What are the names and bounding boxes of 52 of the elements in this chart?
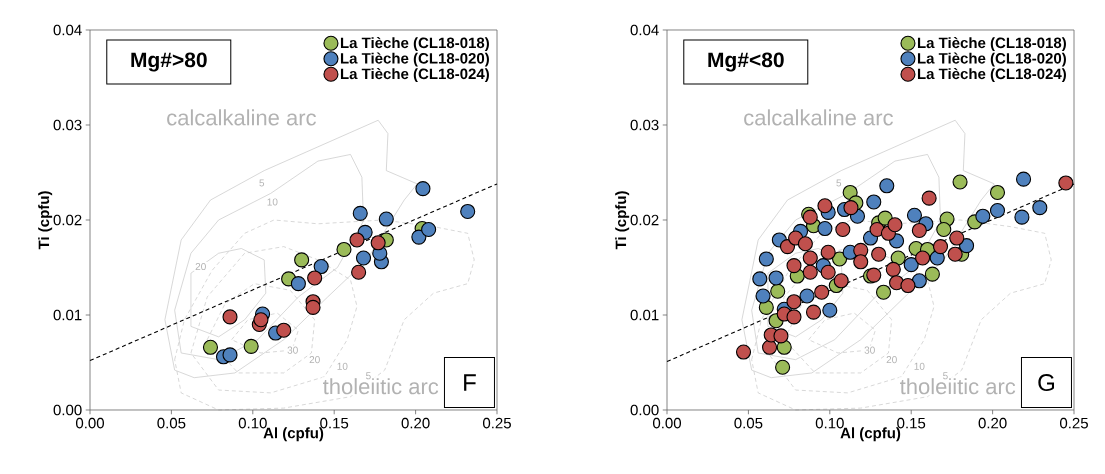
annotation: 20 — [309, 356, 320, 364]
annotation: calcalkaline arc — [167, 109, 316, 126]
y-tick-label: 0.00 — [630, 404, 659, 416]
x-tick-label: 0.15 — [897, 417, 926, 429]
y-axis-title: Ti (cpfu) — [615, 191, 630, 250]
annotation: G — [1038, 374, 1055, 392]
y-tick-label: 0.01 — [630, 309, 659, 321]
annotation: 5 — [259, 179, 265, 187]
annotation: 30 — [287, 346, 298, 354]
annotation: 5 — [836, 179, 842, 187]
x-tick-label: 0.00 — [652, 417, 682, 429]
x-tick-label: 0.25 — [482, 417, 511, 429]
x-tick-label: 0.20 — [401, 417, 430, 429]
legend-label: La Tièche (CL18-024) — [917, 68, 1066, 83]
annotation: Mg#<80 — [708, 52, 784, 72]
x-tick-label: 0.10 — [238, 417, 267, 429]
annotation: 10 — [267, 198, 278, 206]
annotation: tholeiitic arc — [323, 378, 439, 395]
x-tick-label: 0.00 — [75, 417, 104, 429]
annotation: 5 — [366, 372, 371, 380]
annotation: 10 — [337, 362, 348, 370]
annotation: 5 — [943, 372, 948, 380]
y-tick-label: 0.04 — [53, 24, 82, 36]
legend-label: La Tièche (CL18-018) — [340, 37, 489, 52]
x-tick-label: 0.05 — [734, 417, 763, 429]
y-tick-label: 0.02 — [630, 214, 659, 226]
legend-label: La Tièche (CL18-018) — [917, 37, 1066, 52]
annotation: Mg#>80 — [131, 52, 207, 72]
annotation: 20 — [195, 263, 206, 271]
y-tick-label: 0.03 — [53, 119, 82, 131]
annotation: 20 — [886, 356, 897, 364]
legend-label: La Tièche (CL18-024) — [340, 68, 489, 83]
y-tick-label: 0.02 — [53, 214, 82, 226]
x-tick-label: 0.05 — [157, 417, 186, 429]
y-tick-label: 0.04 — [630, 24, 659, 36]
x-tick-label: 0.15 — [320, 417, 349, 429]
annotation: 30 — [864, 346, 875, 354]
legend-label: La Tièche (CL18-020) — [340, 52, 489, 67]
y-tick-label: 0.00 — [53, 404, 82, 416]
annotation: calcalkaline arc — [744, 109, 893, 126]
annotation: 10 — [914, 362, 925, 370]
x-axis-title: Al (cpfu) — [840, 427, 901, 442]
x-tick-label: 0.25 — [1059, 417, 1088, 429]
x-tick-label: 0.20 — [978, 417, 1007, 429]
annotation: F — [464, 374, 476, 391]
x-axis-title: Al (cpfu) — [263, 427, 324, 442]
x-tick-label: 0.10 — [815, 417, 844, 429]
y-axis-title: Ti (cpfu) — [38, 191, 53, 250]
y-tick-label: 0.01 — [53, 309, 82, 321]
y-tick-label: 0.03 — [630, 119, 659, 131]
annotation: tholeiitic arc — [900, 378, 1016, 395]
legend-label: La Tièche (CL18-020) — [917, 52, 1066, 67]
